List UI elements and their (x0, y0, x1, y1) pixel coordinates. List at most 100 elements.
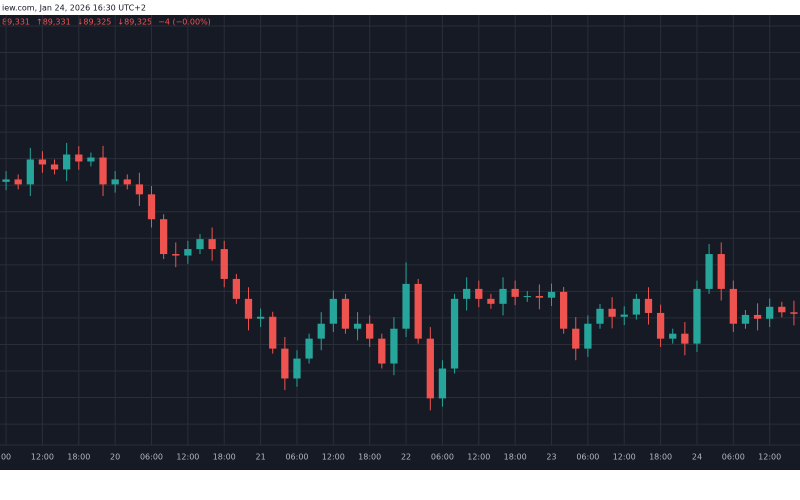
candle-body (693, 288, 701, 344)
candle-body (196, 239, 204, 250)
x-tick-label: 12:00 (758, 453, 781, 462)
candle-body (329, 298, 337, 324)
candle-body (753, 314, 762, 319)
candle-body (729, 288, 737, 324)
candle-body (293, 358, 301, 379)
candle-body (14, 179, 22, 185)
candle-body (790, 312, 798, 314)
candle-body (135, 184, 144, 195)
candle-body (87, 157, 95, 162)
ohlc-value: ↓89,325 (77, 18, 112, 27)
candle-body (366, 323, 374, 339)
candle-body (632, 298, 640, 315)
candle-body (560, 291, 568, 329)
candle-body (523, 296, 531, 298)
candle-body (317, 323, 325, 339)
candle-body (172, 254, 180, 256)
ohlc-value: ↑89,331 (36, 18, 71, 27)
candle-body (778, 306, 786, 313)
x-tick-label: 18:00 (358, 453, 381, 462)
candle-body (378, 338, 386, 364)
x-tick-label: 21 (256, 453, 266, 462)
candle-body (26, 159, 34, 185)
candle-body (256, 316, 265, 319)
x-tick-label: 18:00 (213, 453, 236, 462)
candle-body (232, 278, 240, 299)
x-tick-label: 12:00 (176, 453, 199, 462)
candle-body (741, 314, 750, 324)
candle-body (402, 283, 410, 329)
candle-body (390, 328, 398, 364)
candle-body (208, 239, 216, 250)
candle-body (656, 312, 665, 339)
candle-body (281, 348, 289, 379)
grid (0, 15, 800, 445)
candle-body (414, 283, 422, 339)
candle-body (681, 333, 689, 344)
candle-body (147, 194, 156, 220)
candle-body (269, 316, 277, 349)
x-tick-label: 06:00 (576, 453, 599, 462)
candle-body (608, 308, 616, 317)
candle-body (426, 338, 434, 399)
x-tick-label: 22 (401, 453, 411, 462)
candle-body (50, 164, 59, 170)
candle-body (547, 291, 556, 298)
candle-body (535, 296, 544, 298)
candle-body (487, 298, 495, 304)
ohlc-value: −4 (−0.00%) (158, 18, 211, 27)
candle-body (184, 249, 192, 256)
candle-body (572, 328, 580, 349)
x-tick-label: 12:00 (613, 453, 636, 462)
x-tick-label: 24 (692, 453, 702, 462)
candle-body (75, 154, 83, 162)
candle-body (160, 219, 168, 255)
ohlc-value: 89,331 (2, 18, 30, 27)
candle-body (669, 333, 677, 339)
x-tick-label: 12:00 (322, 453, 345, 462)
source-label: iew.com, Jan 24, 2026 16:30 UTC+2 (2, 4, 146, 13)
x-tick-label: 18:00 (504, 453, 527, 462)
candle-body (475, 288, 483, 299)
candle-body (766, 306, 774, 319)
candle-body (717, 254, 725, 289)
x-tick-label: 06:00 (140, 453, 163, 462)
ohlc-value: ↓89,325 (117, 18, 152, 27)
x-axis: 00 12:00 18:00 20 06:00 12:00 18:00 21 06:00 12:0… (1, 453, 781, 462)
x-tick-label: 18:00 (649, 453, 672, 462)
candle-body (111, 179, 119, 185)
candle-body (353, 323, 362, 329)
x-tick-label: 12:00 (31, 453, 54, 462)
candle-body (463, 288, 471, 299)
candle-body (438, 368, 447, 399)
x-tick-label: 23 (546, 453, 556, 462)
candle-body (620, 314, 628, 317)
candle-body (2, 179, 10, 182)
candle-body (38, 159, 47, 165)
x-tick-label: 12:00 (467, 453, 490, 462)
candle-body (123, 179, 131, 185)
candle-body (705, 254, 713, 289)
ohlc-legend: 89,331 ↑89,331 ↓89,325 ↓89,325 −4 (−0.00%) (2, 18, 211, 27)
x-tick-label: 06:00 (285, 453, 308, 462)
candle-body (511, 288, 519, 297)
candle-body (305, 338, 313, 359)
top-bar (0, 0, 800, 15)
bottom-bar (0, 470, 800, 500)
candle-body (644, 298, 653, 313)
x-tick-label: 06:00 (722, 453, 745, 462)
candles (2, 142, 798, 411)
x-tick-label: 00 (1, 453, 11, 462)
candle-body (99, 157, 107, 185)
candle-body (499, 288, 507, 304)
candle-body (244, 298, 253, 319)
candle-body (450, 298, 459, 369)
x-tick-label: 06:00 (431, 453, 454, 462)
candle-body (584, 323, 592, 349)
candle-body (596, 308, 604, 324)
chart-background (0, 15, 800, 470)
candle-body (341, 298, 350, 329)
x-tick-label: 18:00 (67, 453, 90, 462)
